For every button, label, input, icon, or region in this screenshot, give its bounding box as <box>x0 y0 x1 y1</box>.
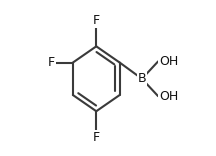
Text: OH: OH <box>159 90 178 103</box>
Text: B: B <box>138 72 146 85</box>
Text: F: F <box>93 131 100 144</box>
Text: F: F <box>48 56 55 69</box>
Text: OH: OH <box>159 55 178 68</box>
Text: F: F <box>93 14 100 27</box>
